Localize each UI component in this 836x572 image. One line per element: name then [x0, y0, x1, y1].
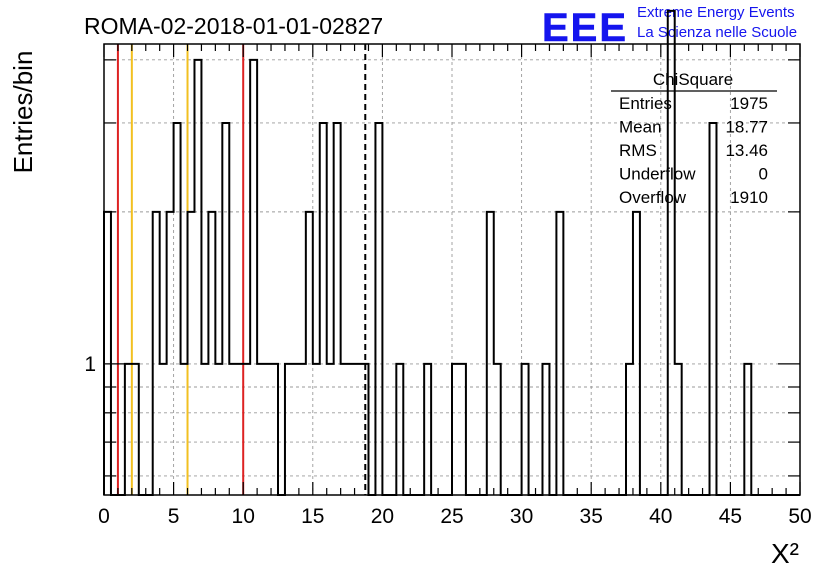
stats-value: 0 [759, 165, 768, 184]
chart-title: ROMA-02-2018-01-01-02827 [84, 13, 383, 39]
x-tick-labels: 0 5 10 15 20 25 30 35 40 45 50 [98, 505, 812, 528]
x-tick-label: 40 [649, 505, 672, 528]
x-axis-label: X² [771, 538, 799, 569]
logo-line-1: Extreme Energy Events [637, 4, 795, 21]
x-tick-label: 25 [440, 505, 463, 528]
stats-label: Overflow [619, 188, 687, 207]
axis-ticks [103, 44, 801, 495]
stats-value: 1910 [730, 188, 768, 207]
stats-box: ChiSquare Entries 1975 Mean 18.77 RMS 13.46 Un… [611, 70, 777, 207]
stats-label: RMS [619, 141, 657, 160]
stats-label: Underflow [619, 165, 696, 184]
logo-mark: EEE [542, 6, 628, 50]
stats-label: Entries [619, 94, 672, 113]
x-tick-label: 45 [719, 505, 742, 528]
x-tick-label: 15 [301, 505, 324, 528]
y-axis-label: Entries/bin [8, 51, 38, 174]
x-tick-label: 0 [98, 505, 110, 528]
logo-line-2: La Scienza nelle Scuole [637, 24, 797, 41]
stats-label: Mean [619, 118, 662, 137]
stats-value: 13.46 [725, 141, 768, 160]
reference-lines [116, 44, 367, 495]
eee-logo: EEE Extreme Energy Events La Scienza nel… [542, 4, 797, 50]
x-tick-label: 50 [788, 505, 811, 528]
stats-value: 1975 [730, 94, 768, 113]
x-tick-label: 5 [168, 505, 180, 528]
stats-value: 18.77 [725, 118, 768, 137]
y-tick-label: 1 [84, 353, 96, 376]
x-tick-label: 30 [510, 505, 533, 528]
x-tick-label: 10 [232, 505, 255, 528]
y-tick-labels: 1 [84, 353, 96, 376]
stats-title: ChiSquare [653, 70, 733, 89]
x-tick-label: 35 [580, 505, 603, 528]
x-tick-label: 20 [371, 505, 394, 528]
